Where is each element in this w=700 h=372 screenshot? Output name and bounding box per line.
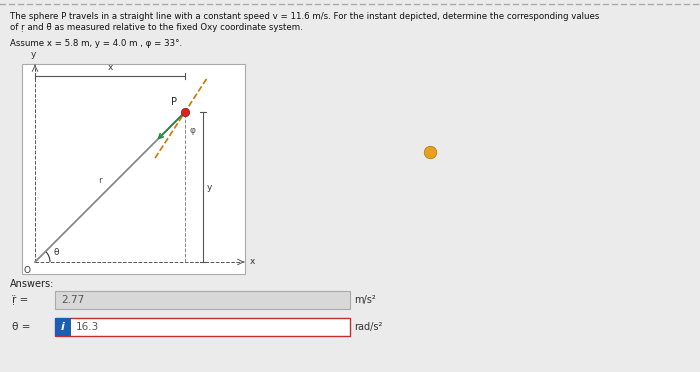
- Text: θ̈ =: θ̈ =: [12, 322, 31, 332]
- Text: 2.77: 2.77: [61, 295, 84, 305]
- Text: r: r: [98, 176, 102, 185]
- Text: 16.3: 16.3: [76, 322, 99, 332]
- FancyBboxPatch shape: [55, 291, 350, 309]
- Text: ṛ̈ =: ṛ̈ =: [12, 295, 29, 305]
- Text: φ: φ: [190, 126, 196, 135]
- Text: of ṛ and θ̈ as measured relative to the fixed Oxy coordinate system.: of ṛ and θ̈ as measured relative to the …: [10, 23, 302, 32]
- Text: O: O: [23, 266, 30, 275]
- Text: y: y: [207, 183, 212, 192]
- FancyBboxPatch shape: [55, 318, 71, 336]
- Text: x: x: [107, 63, 113, 72]
- FancyBboxPatch shape: [55, 318, 350, 336]
- Text: x: x: [250, 257, 255, 266]
- Text: P: P: [171, 97, 177, 107]
- Text: θ: θ: [53, 248, 59, 257]
- Text: Answers:: Answers:: [10, 279, 55, 289]
- Text: y: y: [30, 50, 36, 59]
- Text: i: i: [61, 322, 65, 332]
- Text: rad/s²: rad/s²: [354, 322, 382, 332]
- Text: The sphere P travels in a straight line with a constant speed v = 11.6 m/s. For : The sphere P travels in a straight line …: [10, 12, 599, 21]
- FancyBboxPatch shape: [22, 64, 245, 274]
- Text: m/s²: m/s²: [354, 295, 376, 305]
- Text: Assume x = 5.8 m, y = 4.0 m , φ = 33°.: Assume x = 5.8 m, y = 4.0 m , φ = 33°.: [10, 39, 182, 48]
